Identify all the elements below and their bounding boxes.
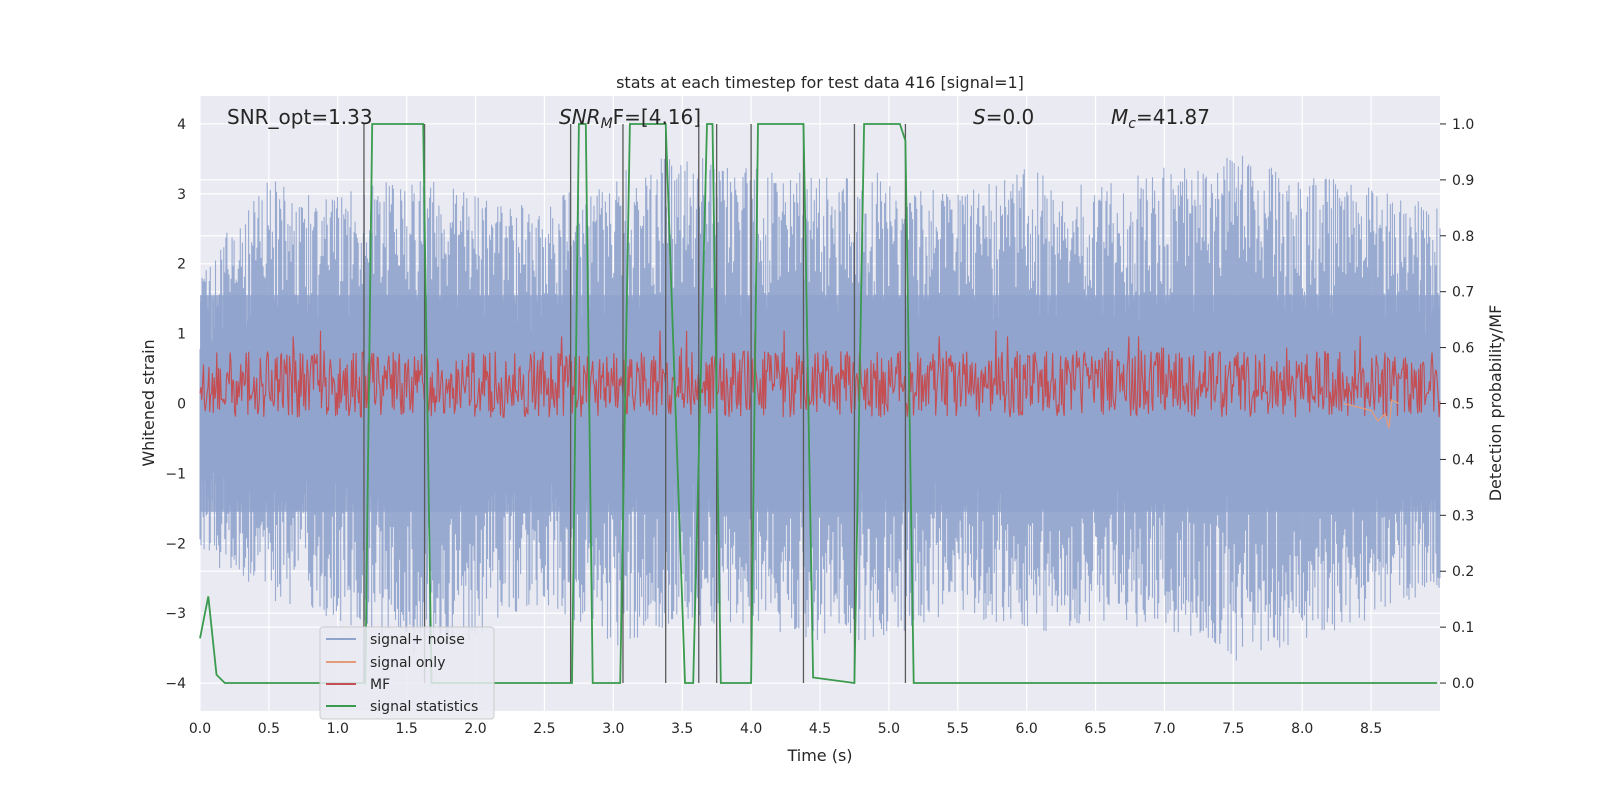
y-tick-label-6: 2 <box>177 257 186 273</box>
s-rest: =0.0 <box>986 105 1035 129</box>
y-axis-label: Whitened strain <box>139 339 158 466</box>
signal-statistics-trace <box>199 123 1438 685</box>
x-tick-label-2: 1.0 <box>327 721 349 737</box>
y2-tick-label-7: 0.7 <box>1452 285 1474 301</box>
y-tick-label-8: 4 <box>177 117 186 133</box>
vertical-markers <box>363 123 907 684</box>
y2-tick-label-8: 0.8 <box>1452 229 1474 245</box>
signal-only-series <box>1343 398 1399 429</box>
y2-tick-label-0: 0.0 <box>1452 676 1474 692</box>
y2-axis-label: Detection probability/MF <box>1486 305 1505 502</box>
y-tick-label-3: −1 <box>165 466 186 482</box>
signal-statistics-series <box>199 123 1438 685</box>
x-tick-label-11: 5.5 <box>947 721 969 737</box>
x-tick-label-3: 1.5 <box>396 721 418 737</box>
x-tick-label-0: 0.0 <box>189 721 211 737</box>
y-tick-label-4: 0 <box>177 397 186 413</box>
mc-rest: =41.87 <box>1136 105 1210 129</box>
x-tick-label-17: 8.5 <box>1360 721 1382 737</box>
x-tick-label-1: 0.5 <box>258 721 280 737</box>
y2-axis-ticks: 0.0 0.1 0.2 0.3 0.4 0.5 0.6 0.7 0.8 0.9 1.0 <box>1440 117 1474 692</box>
y2-tick-label-5: 0.5 <box>1452 397 1474 413</box>
y2-tick-label-1: 0.1 <box>1452 620 1474 636</box>
x-tick-label-10: 5.0 <box>878 721 900 737</box>
signal-only-trace <box>1343 398 1399 429</box>
legend-label-noise: signal+ noise <box>370 632 465 648</box>
mf-series <box>199 330 1441 418</box>
x-tick-label-14: 7.0 <box>1153 721 1175 737</box>
snr-mf-rest: F=[4.16] <box>613 105 701 129</box>
legend-box <box>319 626 495 720</box>
x-tick-label-12: 6.0 <box>1016 721 1038 737</box>
x-axis-ticks: 0.0 0.5 1.0 1.5 2.0 2.5 3.0 3.5 4.0 4.5 5.0 5.5 6.0 6… <box>189 721 1382 737</box>
legend-label-signal: signal only <box>370 655 445 671</box>
y-tick-label-1: −3 <box>165 606 186 622</box>
mc-sub: c <box>1128 116 1136 132</box>
mc-main: M <box>1111 105 1128 129</box>
y2-tick-label-4: 0.4 <box>1452 452 1474 468</box>
x-tick-label-7: 3.5 <box>671 721 693 737</box>
y2-tick-label-10: 1.0 <box>1452 117 1474 133</box>
annotation-mc: Mc=41.87 <box>1111 105 1210 132</box>
y-tick-label-0: −4 <box>165 676 186 692</box>
y-tick-label-2: −2 <box>165 536 186 552</box>
y2-tick-label-2: 0.2 <box>1452 564 1474 580</box>
y2-tick-label-6: 0.6 <box>1452 341 1474 357</box>
x-tick-label-4: 2.0 <box>464 721 486 737</box>
annotation-snr-opt: SNR_opt=1.33 <box>227 105 373 129</box>
x-tick-label-5: 2.5 <box>533 721 555 737</box>
x-tick-label-6: 3.0 <box>602 721 624 737</box>
mf-trace <box>199 330 1441 418</box>
x-tick-label-8: 4.0 <box>740 721 762 737</box>
y2-tick-label-3: 0.3 <box>1452 508 1474 524</box>
chart-title: stats at each timestep for test data 416… <box>616 73 1024 92</box>
signal-noise-series <box>199 155 1441 661</box>
x-tick-label-13: 6.5 <box>1084 721 1106 737</box>
legend: signal+ noise signal only MF signal stat… <box>319 626 495 720</box>
y2-tick-label-9: 0.9 <box>1452 173 1474 189</box>
annotation-snr-mf: SNRMF=[4.16] <box>559 105 701 132</box>
annotation-s: S=0.0 <box>973 105 1034 129</box>
snr-mf-main: SNR <box>559 105 601 129</box>
legend-label-mf: MF <box>370 677 390 693</box>
s-var: S <box>973 105 986 129</box>
y-axis-ticks: −4 −3 −2 −1 0 1 2 3 4 <box>165 117 186 692</box>
x-tick-label-15: 7.5 <box>1222 721 1244 737</box>
snr-mf-sub: M <box>601 116 613 132</box>
x-tick-label-16: 8.0 <box>1291 721 1313 737</box>
y-tick-label-7: 3 <box>177 187 186 203</box>
x-tick-label-9: 4.5 <box>809 721 831 737</box>
y-tick-label-5: 1 <box>177 327 186 343</box>
x-axis-label: Time (s) <box>786 746 852 765</box>
legend-label-stats: signal statistics <box>370 699 478 715</box>
